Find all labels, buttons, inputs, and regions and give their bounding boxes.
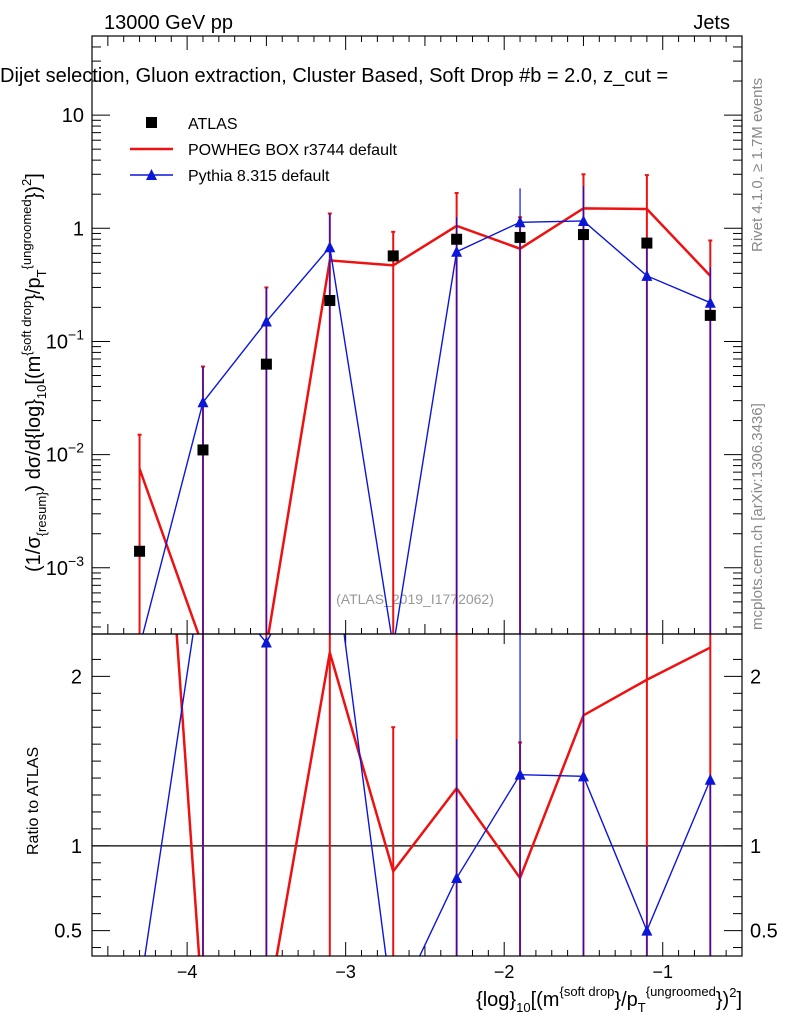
pythia-line [142, 220, 711, 634]
pythia-ratio-point [514, 768, 526, 780]
x-tick-label: −1 [652, 962, 673, 982]
pythia-point [260, 315, 272, 327]
x-axis-label: {log}10[(m{soft drop}/pT{ungroomed})2] [476, 984, 742, 1015]
y-tick-label-main: 10−1 [46, 326, 84, 353]
svg-text:(1/σ{resum}) dσ/d{log}10[(m{so: (1/σ{resum}) dσ/d{log}10[(m{soft drop}/p… [19, 173, 49, 572]
legend-atlas-marker [146, 117, 157, 128]
y-tick-label-ratio-right: 2 [750, 666, 761, 688]
ratio-clip-group [144, 634, 716, 956]
pythia-point [324, 241, 336, 253]
atlas-data-point [134, 545, 146, 557]
y-tick-label-ratio: 1 [71, 836, 82, 858]
analysis-watermark: (ATLAS_2019_I1772062) [336, 591, 494, 607]
ratio-panel-ticks: −4 −3 −2 −1 0.5 0.5 1 1 2 2 [54, 634, 778, 982]
main-panel-series [134, 173, 716, 652]
powheg-ratio-line [175, 634, 711, 956]
legend-pythia-marker [146, 169, 157, 180]
pythia-ratio-line [144, 634, 711, 956]
atlas-data-point [641, 237, 653, 249]
y-tick-label-main: 10 [62, 105, 84, 127]
pythia-ratio-point [704, 773, 716, 785]
pythia-point [514, 216, 526, 228]
svg-text:{log}10[(m{soft drop}/pT{ungro: {log}10[(m{soft drop}/pT{ungroomed})2] [476, 984, 742, 1015]
y-tick-label-main: 1 [73, 218, 84, 240]
atlas-data-point [704, 309, 716, 321]
mcplots-label: mcplots.cern.ch [arXiv:1306.3436] [749, 403, 766, 630]
x-tick-label: −2 [494, 962, 515, 982]
ratio-panel-series [144, 634, 716, 956]
pythia-point [704, 296, 716, 308]
y-tick-label-ratio-right: 1 [750, 836, 761, 858]
legend-powheg-label: POWHEG BOX r3744 default [188, 142, 398, 159]
pythia-point [388, 641, 399, 652]
y-tick-label-ratio-right: 0.5 [750, 921, 778, 943]
pythia-ratio-point [260, 636, 272, 648]
atlas-data-point [197, 444, 209, 456]
main-panel-ticks: 10−3 10−2 10−1 1 10 [46, 35, 742, 634]
pythia-ratio-point [577, 770, 589, 782]
y-tick-label-ratio: 0.5 [54, 921, 82, 943]
atlas-data-point [577, 229, 589, 241]
atlas-data-point [387, 250, 399, 262]
pythia-ratio-point [451, 872, 463, 884]
atlas-data-point [451, 233, 463, 245]
header-jets-label: Jets [693, 12, 730, 34]
legend-pythia-label: Pythia 8.315 default [188, 168, 330, 185]
y-tick-label-main: 10−3 [46, 553, 84, 580]
y-axis-label-ratio: Ratio to ATLAS [25, 747, 42, 855]
pythia-point [134, 641, 145, 652]
legend: ATLAS POWHEG BOX r3744 default Pythia 8.… [130, 116, 398, 185]
y-tick-label-main: 10−2 [46, 440, 84, 467]
header-energy-label: 13000 GeV pp [104, 12, 233, 34]
atlas-data-point [260, 358, 272, 370]
rivet-version-label: Rivet 4.1.0, ≥ 1.7M events [749, 78, 766, 252]
x-tick-label: −4 [177, 962, 198, 982]
y-tick-label-ratio: 2 [71, 666, 82, 688]
pythia-point [451, 245, 463, 257]
plot-title: Dijet selection, Gluon extraction, Clust… [0, 65, 668, 87]
atlas-data-point [324, 295, 336, 307]
powheg-line [138, 207, 712, 634]
atlas-data-point [514, 231, 526, 243]
pythia-ratio-point [641, 924, 653, 936]
x-tick-label: −3 [335, 962, 356, 982]
panel-frames [91, 35, 743, 957]
pythia-point [577, 214, 589, 226]
pythia-point [641, 269, 653, 281]
legend-atlas-label: ATLAS [188, 116, 238, 133]
main-clip-group [134, 173, 716, 652]
pythia-point [197, 396, 209, 408]
y-axis-label-main: (1/σ{resum}) dσ/d{log}10[(m{soft drop}/p… [19, 173, 49, 572]
ratio-panel-frame [91, 633, 743, 957]
